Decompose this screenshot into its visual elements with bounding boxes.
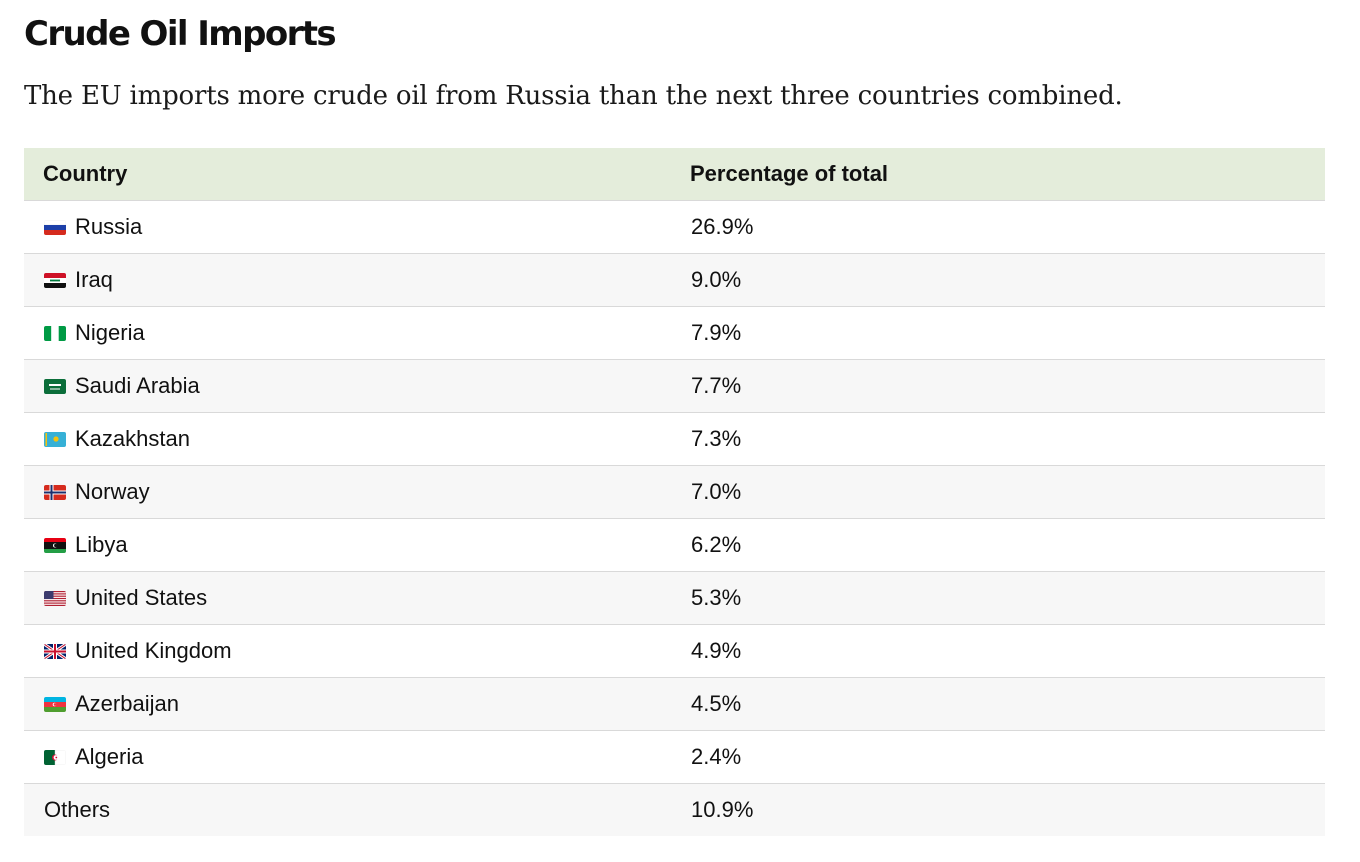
russia-flag-icon: [44, 219, 66, 235]
country-cell: Kazakhstan: [24, 426, 691, 452]
country-name: Algeria: [75, 744, 144, 769]
percentage-cell: 7.3%: [691, 426, 742, 451]
kazakhstan-flag-icon: [44, 431, 66, 447]
table-row: Saudi Arabia 7.7%: [24, 360, 1325, 413]
percentage-cell: 5.3%: [691, 585, 742, 610]
country-cell: Nigeria: [24, 320, 691, 346]
table-row: Others 10.9%: [24, 784, 1325, 836]
algeria-flag-icon: [44, 749, 66, 765]
country-cell: Russia: [24, 214, 691, 240]
iraq-flag-icon: [44, 272, 66, 288]
table-row: United States 5.3%: [24, 572, 1325, 625]
percentage-cell: 7.7%: [691, 373, 742, 398]
country-name: United Kingdom: [75, 638, 232, 663]
country-cell: Iraq: [24, 267, 691, 293]
table-row: Russia 26.9%: [24, 201, 1325, 254]
country-cell: Azerbaijan: [24, 691, 691, 717]
united-states-flag-icon: [44, 590, 66, 606]
united-kingdom-flag-icon: [44, 643, 66, 659]
table-row: Norway 7.0%: [24, 466, 1325, 519]
country-name: Saudi Arabia: [75, 373, 200, 398]
saudi-arabia-flag-icon: [44, 378, 66, 394]
table-row: Nigeria 7.9%: [24, 307, 1325, 360]
country-cell: United Kingdom: [24, 638, 691, 664]
country-name: Iraq: [75, 267, 113, 292]
table-row: United Kingdom 4.9%: [24, 625, 1325, 678]
nigeria-flag-icon: [44, 325, 66, 341]
table-row: Kazakhstan 7.3%: [24, 413, 1325, 466]
percentage-cell: 4.5%: [691, 691, 742, 716]
country-cell: United States: [24, 585, 691, 611]
country-name: United States: [75, 585, 208, 610]
page-title: Crude Oil Imports: [24, 14, 337, 54]
percentage-cell: 10.9%: [691, 797, 754, 822]
percentage-cell: 7.0%: [691, 479, 742, 504]
country-cell: Others: [24, 797, 691, 823]
table-body: Russia 26.9% Iraq 9.0% Nigeria 7.9% Saudi Arab…: [24, 201, 1325, 836]
header-country[interactable]: Country: [43, 161, 128, 186]
page-subtitle: The EU imports more crude oil from Russi…: [24, 81, 1123, 111]
country-name: Kazakhstan: [75, 426, 190, 451]
country-cell: Algeria: [24, 744, 691, 770]
country-name: Libya: [75, 532, 128, 557]
percentage-cell: 2.4%: [691, 744, 742, 769]
table-row: Iraq 9.0%: [24, 254, 1325, 307]
table-row: Libya 6.2%: [24, 519, 1325, 572]
table-row: Azerbaijan 4.5%: [24, 678, 1325, 731]
libya-flag-icon: [44, 537, 66, 553]
country-name: Norway: [75, 479, 150, 504]
country-cell: Libya: [24, 532, 691, 558]
percentage-cell: 7.9%: [691, 320, 742, 345]
country-name: Nigeria: [75, 320, 145, 345]
table-row: Algeria 2.4%: [24, 731, 1325, 784]
header-percentage[interactable]: Percentage of total: [690, 161, 889, 186]
country-name: Russia: [75, 214, 143, 239]
norway-flag-icon: [44, 484, 66, 500]
azerbaijan-flag-icon: [44, 696, 66, 712]
percentage-cell: 9.0%: [691, 267, 742, 292]
percentage-cell: 26.9%: [691, 214, 754, 239]
percentage-cell: 6.2%: [691, 532, 742, 557]
imports-table: Country Percentage of total Russia 26.9% I…: [24, 148, 1325, 836]
percentage-cell: 4.9%: [691, 638, 742, 663]
country-name: Azerbaijan: [75, 691, 179, 716]
country-name: Others: [44, 797, 111, 822]
country-cell: Saudi Arabia: [24, 373, 691, 399]
country-cell: Norway: [24, 479, 691, 505]
table-header: Country Percentage of total: [24, 148, 1325, 201]
